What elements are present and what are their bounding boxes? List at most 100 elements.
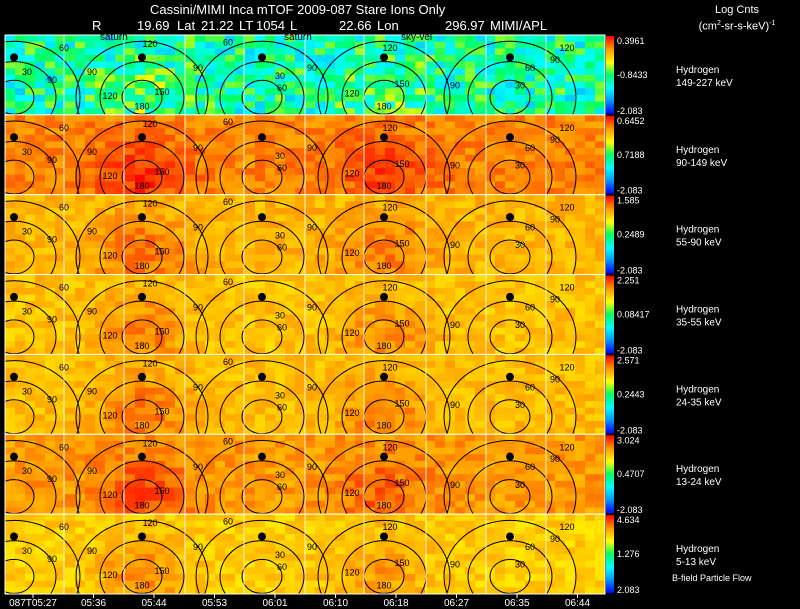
heatmap-cell xyxy=(5,347,16,355)
heatmap-cell xyxy=(465,454,476,462)
heatmap-cell xyxy=(435,361,446,369)
heatmap-cell xyxy=(445,121,456,129)
heatmap-cell xyxy=(35,394,46,402)
heatmap-cell xyxy=(265,427,276,435)
heatmap-cell xyxy=(575,108,586,116)
heatmap-cell xyxy=(55,214,66,222)
heatmap-cell xyxy=(585,514,596,522)
heatmap-cell xyxy=(545,480,556,488)
heatmap-cell xyxy=(215,454,226,462)
heatmap-cell xyxy=(25,467,36,475)
heatmap-cell xyxy=(595,54,606,63)
heatmap-cell xyxy=(205,234,216,242)
heatmap-cell xyxy=(265,48,276,56)
heatmap-cell xyxy=(165,148,176,156)
direction-dot xyxy=(506,213,514,222)
heatmap-cell xyxy=(185,68,196,76)
contour-label: 180 xyxy=(134,261,149,271)
heatmap-cell xyxy=(35,154,46,162)
heatmap-cell xyxy=(15,121,26,129)
heatmap-cell xyxy=(215,440,226,448)
heatmap-cell xyxy=(325,294,336,302)
heatmap-cell xyxy=(555,321,566,329)
heatmap-cell xyxy=(475,174,486,182)
heatmap-cell xyxy=(95,108,106,116)
heatmap-cell xyxy=(545,101,556,109)
heatmap-cell xyxy=(55,201,66,209)
heatmap-cell xyxy=(505,447,516,455)
heatmap-cell xyxy=(445,341,456,349)
heatmap-cell xyxy=(245,427,256,435)
heatmap-cell xyxy=(235,274,246,282)
heatmap-cell xyxy=(525,327,536,335)
heatmap-cell xyxy=(495,54,506,63)
heatmap-cell xyxy=(445,347,456,355)
heatmap-cell xyxy=(585,374,596,382)
heatmap-cell xyxy=(575,234,586,242)
heatmap-cell xyxy=(75,354,86,362)
heatmap-cell xyxy=(335,274,346,282)
heatmap-cell xyxy=(75,507,86,515)
heatmap-cell xyxy=(205,54,216,63)
heatmap-cell xyxy=(435,54,446,63)
heatmap-cell xyxy=(335,447,346,455)
heatmap-cell xyxy=(535,354,546,362)
heatmap-cell xyxy=(75,134,86,142)
heatmap-cell xyxy=(215,68,226,76)
contour-label: 90 xyxy=(307,223,317,233)
heatmap-cell xyxy=(155,81,166,89)
heatmap-cell xyxy=(495,294,506,302)
heatmap-cell xyxy=(285,401,296,409)
heatmap-cell xyxy=(555,214,566,222)
heatmap-cell xyxy=(385,440,396,448)
heatmap-cell xyxy=(355,447,366,455)
heatmap-cell xyxy=(125,234,136,242)
heatmap-cell xyxy=(555,487,566,495)
heatmap-cell xyxy=(265,41,276,49)
heatmap-cell xyxy=(585,401,596,409)
heatmap-cell xyxy=(55,194,66,202)
heatmap-cell xyxy=(505,114,516,122)
heatmap-cell xyxy=(55,354,66,362)
heatmap-cell xyxy=(595,108,606,116)
heatmap-cell xyxy=(565,467,576,475)
heatmap-cell xyxy=(585,174,596,182)
heatmap-cell xyxy=(265,367,276,375)
heatmap-cell xyxy=(415,241,426,249)
heatmap-cell xyxy=(205,148,216,156)
heatmap-cell xyxy=(515,474,526,482)
heatmap-cell xyxy=(575,487,586,495)
heatmap-cell xyxy=(535,241,546,249)
heatmap-cell xyxy=(175,134,186,142)
heatmap-cell xyxy=(195,500,206,508)
heatmap-cell xyxy=(235,381,246,389)
heatmap-cell xyxy=(5,61,16,69)
heatmap-cell xyxy=(295,61,306,69)
heatmap-cell xyxy=(555,434,566,442)
heatmap-cell xyxy=(15,334,26,342)
heatmap-cell xyxy=(245,287,256,295)
heatmap-cell xyxy=(145,174,156,182)
heatmap-cell xyxy=(275,314,286,322)
heatmap-cell xyxy=(505,420,516,429)
heatmap-cell xyxy=(125,68,136,76)
heatmap-cell xyxy=(555,414,566,422)
contour-label: 120 xyxy=(559,43,574,53)
heatmap-cell xyxy=(205,307,216,315)
heatmap-cell xyxy=(365,307,376,315)
heatmap-cell xyxy=(135,440,146,448)
heatmap-cell xyxy=(65,534,76,542)
heatmap-cell xyxy=(505,427,516,435)
heatmap-cell xyxy=(5,540,16,548)
heatmap-cell xyxy=(15,401,26,409)
heatmap-cell xyxy=(505,414,516,422)
heatmap-cell xyxy=(55,427,66,435)
heatmap-cell xyxy=(145,201,156,209)
heatmap-cell xyxy=(265,201,276,209)
heatmap-cell xyxy=(185,494,196,502)
heatmap-cell xyxy=(165,327,176,335)
heatmap-cell xyxy=(105,81,116,89)
heatmap-cell xyxy=(295,94,306,102)
heatmap-cell xyxy=(15,480,26,488)
heatmap-cell xyxy=(375,168,386,176)
